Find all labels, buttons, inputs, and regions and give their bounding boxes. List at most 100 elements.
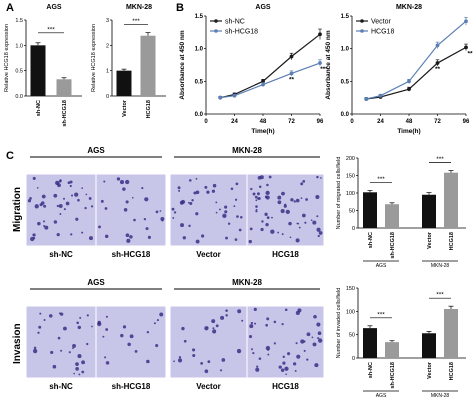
stained-cell	[265, 190, 270, 196]
stained-cell	[53, 220, 58, 224]
micrograph-tile	[246, 305, 325, 379]
stained-cell	[161, 219, 164, 222]
y-tick-label: 150	[346, 286, 355, 292]
bar-hcg18	[140, 35, 156, 96]
data-point	[435, 43, 440, 48]
stained-cell	[127, 342, 131, 347]
bar-vector	[422, 333, 436, 358]
stained-cell	[268, 175, 272, 179]
image-caption: sh-HCG18	[112, 382, 151, 391]
significance-marker: ***	[436, 156, 444, 163]
stained-cell	[178, 189, 181, 192]
chart-title: MKN-28	[396, 4, 422, 11]
stained-cell	[143, 218, 147, 221]
stained-cell	[283, 204, 287, 208]
line-chart-ags-absorbance: AGS 0.0 0.5 1.0 1.5 0 24 48 72 96 Time(h) Absorbanc…	[179, 4, 327, 135]
stained-cell	[249, 227, 253, 231]
x-tick-label: sh-NC	[368, 232, 374, 248]
stained-cell	[258, 185, 262, 188]
stained-cell	[273, 342, 276, 345]
stained-cell	[104, 356, 107, 359]
stained-cell	[100, 199, 104, 203]
x-tick-label: sh-HCG18	[62, 100, 68, 127]
data-point	[289, 54, 294, 59]
stained-cell	[255, 210, 258, 213]
stained-cell	[255, 208, 258, 211]
stained-cell	[265, 323, 268, 327]
stained-cell	[69, 180, 73, 184]
stained-cell	[235, 182, 239, 186]
stained-cell	[225, 314, 228, 317]
y-tick-label: 0	[352, 356, 355, 362]
stained-cell	[297, 308, 302, 313]
x-tick-label: 0	[350, 119, 354, 125]
stained-cell	[227, 222, 231, 225]
image-caption: sh-HCG18	[112, 250, 151, 259]
stained-cell	[271, 216, 273, 219]
stained-cell	[153, 322, 156, 325]
stained-cell	[280, 368, 285, 372]
stained-cell	[225, 309, 228, 312]
stained-cell	[77, 354, 82, 359]
stained-cell	[220, 369, 223, 372]
stained-cell	[195, 190, 200, 195]
stained-cell	[296, 222, 299, 225]
legend-label: sh-HCG18	[225, 29, 258, 36]
stained-cell	[146, 359, 150, 364]
stained-cell	[48, 314, 53, 318]
stained-cell	[57, 336, 61, 340]
stained-cell	[39, 312, 42, 315]
stained-cell	[147, 235, 151, 239]
stained-cell	[237, 309, 242, 314]
stained-cell	[211, 319, 216, 324]
stained-cell	[253, 307, 257, 311]
stained-cell	[62, 326, 67, 331]
bar-chart-ags-expression: AGS 0.0 0.5 1.0 1.5 Relative HCG18 expression…	[4, 4, 82, 127]
y-axis-label: Absorbance at 450 nm	[179, 30, 186, 100]
stained-cell	[211, 189, 216, 193]
stained-cell	[29, 197, 32, 200]
stained-cell	[266, 183, 269, 187]
stained-cell	[37, 221, 41, 226]
data-point	[318, 61, 322, 65]
group-header-ags: AGS	[87, 278, 105, 287]
stained-cell	[85, 193, 88, 196]
stained-cell	[204, 369, 209, 374]
stained-cell	[72, 347, 74, 350]
stained-cell	[195, 177, 198, 180]
data-point	[464, 19, 468, 24]
stained-cell	[105, 315, 108, 318]
stained-cell	[155, 210, 159, 214]
stained-cell	[76, 321, 79, 325]
x-tick-label: 48	[260, 119, 267, 125]
significance-marker: ***	[132, 18, 140, 25]
series-line-sh-hcg18	[220, 62, 321, 99]
stained-cell	[58, 312, 61, 315]
stained-cell	[189, 179, 192, 182]
y-tick-label: 0.0	[15, 94, 23, 100]
stained-cell	[320, 177, 322, 179]
data-point	[261, 79, 265, 84]
stained-cell	[180, 223, 185, 228]
stained-cell	[60, 349, 63, 352]
bar-sh-nc	[30, 45, 46, 96]
bar-sh-hcg18	[56, 79, 72, 96]
bar-sh-hcg18	[385, 204, 399, 228]
y-tick-label: 1.5	[15, 18, 23, 24]
stained-cell	[171, 207, 175, 211]
bar-sh-nc	[363, 192, 377, 228]
significance-marker: ***	[377, 176, 385, 183]
stained-cell	[32, 233, 36, 237]
x-axis-label: Time(h)	[251, 128, 274, 135]
image-caption: Vector	[196, 250, 220, 259]
bar-chart-mkn28-expression: MKN-28 0 1 2 3 Relative HCG18 expression Vecto…	[91, 4, 166, 118]
stained-cell	[133, 218, 136, 222]
image-caption: HCG18	[272, 250, 299, 259]
stained-cell	[146, 330, 150, 334]
group-label: MKN-28	[431, 263, 450, 269]
stained-cell	[215, 211, 218, 214]
line-chart-mkn28-absorbance: MKN-28 0.0 0.5 1.0 1.5 0 24 48 72 96 Time(h) Absorb…	[325, 4, 473, 135]
stained-cell	[32, 348, 38, 354]
stained-cell	[56, 232, 60, 237]
data-point	[435, 61, 440, 65]
